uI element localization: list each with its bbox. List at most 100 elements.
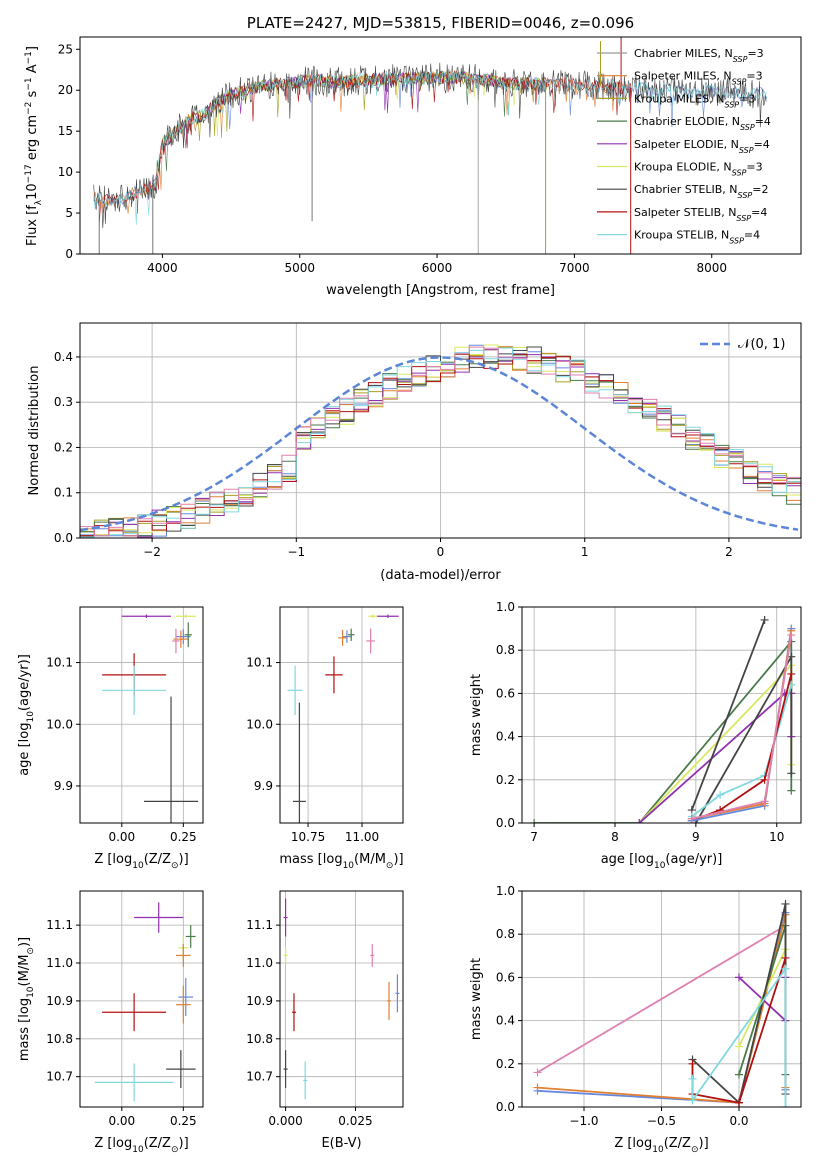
y-axis-label-part: −17 xyxy=(24,164,34,183)
axes-residuals: (data-model)/error Normed distribution −2 −… xyxy=(27,322,802,583)
y-axis-label-part: mass [log xyxy=(17,998,32,1061)
weight-marker xyxy=(735,1098,743,1107)
y-tick-label: 9.9 xyxy=(54,779,73,793)
legend-sub: SSP xyxy=(732,77,747,86)
y-tick-label: 0.3 xyxy=(54,395,73,409)
x-tick-label: 8000 xyxy=(696,261,727,275)
axes-frame xyxy=(79,606,204,824)
legend-entry: Kroupa MILES, NSSP=3 xyxy=(634,92,755,109)
x-axis-label-part: ⊙ xyxy=(171,861,179,871)
weight-marker xyxy=(787,769,796,778)
legend-sub: SSP xyxy=(740,123,755,132)
y-tick-label: 0.8 xyxy=(496,927,515,941)
x-axis-label-part: 10 xyxy=(343,861,355,871)
legend-gaussian-label: 𝒩(0, 1) xyxy=(738,337,785,352)
plot-area xyxy=(530,615,796,823)
y-axis-label-part: 10 xyxy=(25,183,40,200)
weight-marker xyxy=(688,1059,697,1068)
legend-prefix: Kroupa MILES, N xyxy=(634,92,724,105)
x-tick-label: 0.25 xyxy=(170,830,197,844)
x-axis-label-part: )] xyxy=(179,1136,189,1151)
legend-sub: SSP xyxy=(733,55,748,64)
weight-marker xyxy=(688,1096,697,1105)
weight-marker xyxy=(533,1083,542,1092)
y-axis-label-part: −1 xyxy=(24,77,34,90)
legend-sub: SSP xyxy=(724,100,739,109)
x-tick-label: 0.25 xyxy=(170,1114,197,1128)
x-axis-label-part: Z [log xyxy=(614,1136,652,1151)
x-axis-label-part: age [log xyxy=(601,852,654,867)
plot-area xyxy=(93,37,767,254)
axes-frame xyxy=(79,890,204,1108)
x-axis-label-part: ⊙ xyxy=(386,861,394,871)
weight-line-c_ste xyxy=(690,619,766,811)
x-tick-label: −0.5 xyxy=(647,1114,676,1128)
x-tick-label: 1 xyxy=(581,545,589,559)
y-axis-label-part: (age/yr)] xyxy=(17,654,32,711)
y-tick-label: 1.0 xyxy=(496,884,515,898)
legend-prefix: Chabrier STELIB, N xyxy=(634,183,738,196)
x-axis-label: Z [log10(Z/Z⊙)] xyxy=(94,1136,188,1155)
x-tick-label: 6000 xyxy=(422,261,453,275)
weight-marker xyxy=(635,819,644,823)
weight-marker xyxy=(787,631,796,640)
plot-area xyxy=(80,344,801,538)
x-tick-label: 0.000 xyxy=(268,1114,302,1128)
axes-frame xyxy=(521,606,802,824)
y-tick-label: 9.9 xyxy=(254,779,273,793)
legend-prefix: Kroupa ELODIE, N xyxy=(634,161,732,174)
x-tick-label: 0.00 xyxy=(108,1114,135,1128)
x-tick-label: 8 xyxy=(611,830,619,844)
y-tick-label: 0.2 xyxy=(54,440,73,454)
y-axis-label: mass weight xyxy=(469,674,484,756)
x-tick-label: 0.025 xyxy=(338,1114,372,1128)
legend-entry: Kroupa STELIB, NSSP=4 xyxy=(634,229,760,246)
spectrum-line-s_ste xyxy=(98,69,631,226)
spectrum-line-k_ste xyxy=(93,70,767,225)
y-tick-label: 10 xyxy=(58,165,73,179)
x-axis-label: age [log10(age/yr)] xyxy=(601,852,723,871)
y-tick-label: 0.4 xyxy=(496,1014,515,1028)
x-axis-label: wavelength [Angstrom, rest frame] xyxy=(326,283,555,298)
legend-entry: Salpeter MILES, NSSP=3 xyxy=(634,70,763,87)
y-axis-label: mass weight xyxy=(469,958,484,1040)
plot-area xyxy=(102,614,199,823)
axes-spectrum: PLATE=2427, MJD=53815, FIBERID=0046, z=0… xyxy=(24,14,802,298)
x-axis-label-part: 10 xyxy=(132,861,144,871)
y-tick-label: 10.7 xyxy=(246,1070,273,1084)
legend-entry: Chabrier ELODIE, NSSP=4 xyxy=(634,115,771,132)
x-tick-label: 10.75 xyxy=(291,830,325,844)
x-tick-label: 9 xyxy=(692,830,700,844)
x-tick-label: 0 xyxy=(437,545,445,559)
y-axis-label-part: )] xyxy=(17,937,32,947)
y-tick-label: 0 xyxy=(65,247,73,261)
x-axis-label: mass [log10(M/M⊙)] xyxy=(279,852,403,871)
weight-marker xyxy=(781,953,790,962)
legend-prefix: Salpeter ELODIE, N xyxy=(634,138,739,151)
y-tick-label: 0.4 xyxy=(54,350,73,364)
x-axis-label-part: ⊙ xyxy=(171,1145,179,1155)
y-tick-label: 15 xyxy=(58,124,73,138)
y-tick-label: 10.7 xyxy=(46,1070,73,1084)
x-tick-label: 11.00 xyxy=(345,830,379,844)
axes-frame xyxy=(279,606,404,824)
y-axis-label-part: age [log xyxy=(17,723,32,776)
legend-sub: SSP xyxy=(738,191,753,200)
x-tick-label: −1.0 xyxy=(569,1114,598,1128)
weight-marker xyxy=(716,790,725,799)
legend-prefix: Salpeter STELIB, N xyxy=(634,206,736,219)
legend-sub: SSP xyxy=(732,168,747,177)
hist-step-pink xyxy=(80,346,801,537)
x-axis-label-part: (age/yr)] xyxy=(665,852,722,867)
legend-entry: Salpeter ELODIE, NSSP=4 xyxy=(634,138,770,155)
x-axis-label-part: mass [log xyxy=(279,852,342,867)
spectrum-line-s_mil xyxy=(93,70,631,214)
legend-sub: SSP xyxy=(736,213,751,222)
gaussian-curve xyxy=(80,356,799,532)
y-tick-label: 20 xyxy=(58,83,73,97)
y-axis-label-part: −2 xyxy=(24,102,34,115)
weight-marker xyxy=(735,1042,743,1051)
x-axis-label-part: Z [log xyxy=(94,1136,132,1151)
y-tick-label: 11.1 xyxy=(46,918,73,932)
